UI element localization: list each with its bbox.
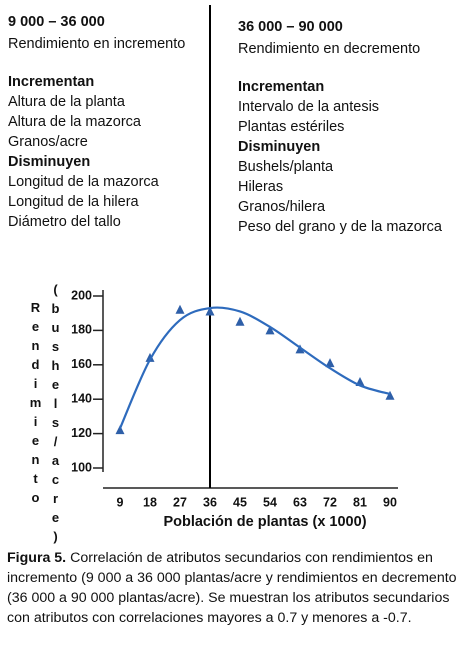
range-subtitle: Rendimiento en incremento: [8, 36, 185, 52]
section-heading: Disminuyen: [8, 154, 90, 170]
data-point: [265, 325, 275, 335]
attribute: Bushels/planta: [238, 159, 334, 175]
x-tick-label: 18: [143, 495, 157, 509]
y-tick-label: 100: [71, 460, 92, 474]
y-axis-unit: (bushels/acre): [48, 282, 63, 548]
x-tick-label: 90: [383, 495, 397, 509]
attribute: Altura de la planta: [8, 94, 126, 110]
trend-curve: [118, 306, 391, 429]
data-point: [115, 425, 125, 435]
x-tick-label: 36: [203, 495, 217, 509]
section-heading: Disminuyen: [238, 139, 320, 155]
range-title: 36 000 – 90 000: [238, 19, 343, 35]
attribute: Intervalo de la antesis: [238, 99, 379, 115]
y-axis-label: Rendimiento: [28, 300, 43, 509]
attribute: Longitud de la mazorca: [8, 174, 160, 190]
y-tick-label: 140: [71, 391, 92, 405]
attribute: Longitud de la hilera: [8, 194, 140, 210]
caption-text: Correlación de atributos secundarios con…: [7, 550, 457, 626]
data-point: [325, 358, 335, 368]
y-tick-label: 160: [71, 357, 92, 371]
range-title: 9 000 – 36 000: [8, 14, 105, 30]
x-tick-label: 63: [293, 495, 307, 509]
x-tick-label: 45: [233, 495, 247, 509]
attribute: Granos/acre: [8, 134, 88, 150]
attribute: Altura de la mazorca: [8, 114, 142, 130]
x-tick-label: 27: [173, 495, 187, 509]
figure: 9 000 – 36 000 Rendimiento en incremento I…: [8, 5, 443, 530]
data-point: [175, 304, 185, 314]
section-heading: Incrementan: [8, 74, 94, 90]
y-tick-label: 120: [71, 426, 92, 440]
attribute: Plantas estériles: [238, 119, 344, 135]
x-tick-label: 81: [353, 495, 367, 509]
caption: Figura 5. Correlación de atributos secun…: [7, 548, 465, 628]
y-tick-label: 180: [71, 323, 92, 337]
range-subtitle: Rendimiento en decremento: [238, 41, 420, 57]
attribute: Diámetro del tallo: [8, 214, 121, 230]
x-axis-label: Población de plantas (x 1000): [163, 514, 366, 530]
section-heading: Incrementan: [238, 79, 324, 95]
x-tick-label: 72: [323, 495, 337, 509]
data-point: [385, 390, 395, 400]
x-tick-label: 9: [117, 495, 124, 509]
x-tick-label: 54: [263, 495, 277, 509]
data-point: [205, 306, 215, 316]
data-point: [235, 316, 245, 326]
y-tick-label: 200: [71, 288, 92, 302]
attribute: Granos/hilera: [238, 199, 326, 215]
attribute: Peso del grano y de la mazorca: [238, 219, 443, 235]
caption-label: Figura 5.: [7, 550, 67, 566]
attribute: Hileras: [238, 179, 283, 195]
